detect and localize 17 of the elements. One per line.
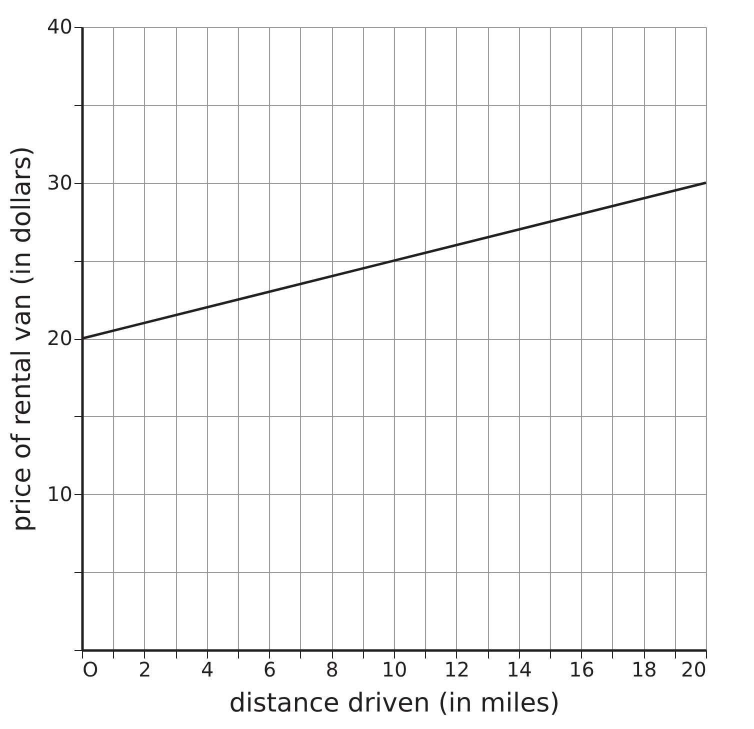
x-tick-label: 16 (568, 658, 594, 682)
y-tick-label: 10 (47, 482, 72, 506)
y-axis-title: price of rental van (in dollars) (7, 146, 38, 532)
x-tick-label: 18 (631, 658, 657, 682)
x-tick-label: 14 (506, 658, 532, 682)
y-tick-label: 40 (47, 14, 72, 38)
x-tick-label: 20 (681, 658, 706, 682)
x-tick-label: 4 (200, 658, 214, 682)
y-tick-label: 30 (47, 170, 72, 194)
x-tick-label: 8 (326, 658, 338, 682)
x-axis-title: distance driven (in miles) (229, 688, 560, 718)
x-tick-label: 2 (138, 658, 152, 682)
y-tick-label: 20 (47, 326, 72, 350)
x-tick-label: 6 (263, 658, 276, 682)
x-tick-label: O (82, 658, 98, 682)
x-tick-label: 10 (382, 658, 408, 682)
x-tick-label: 12 (444, 658, 470, 682)
